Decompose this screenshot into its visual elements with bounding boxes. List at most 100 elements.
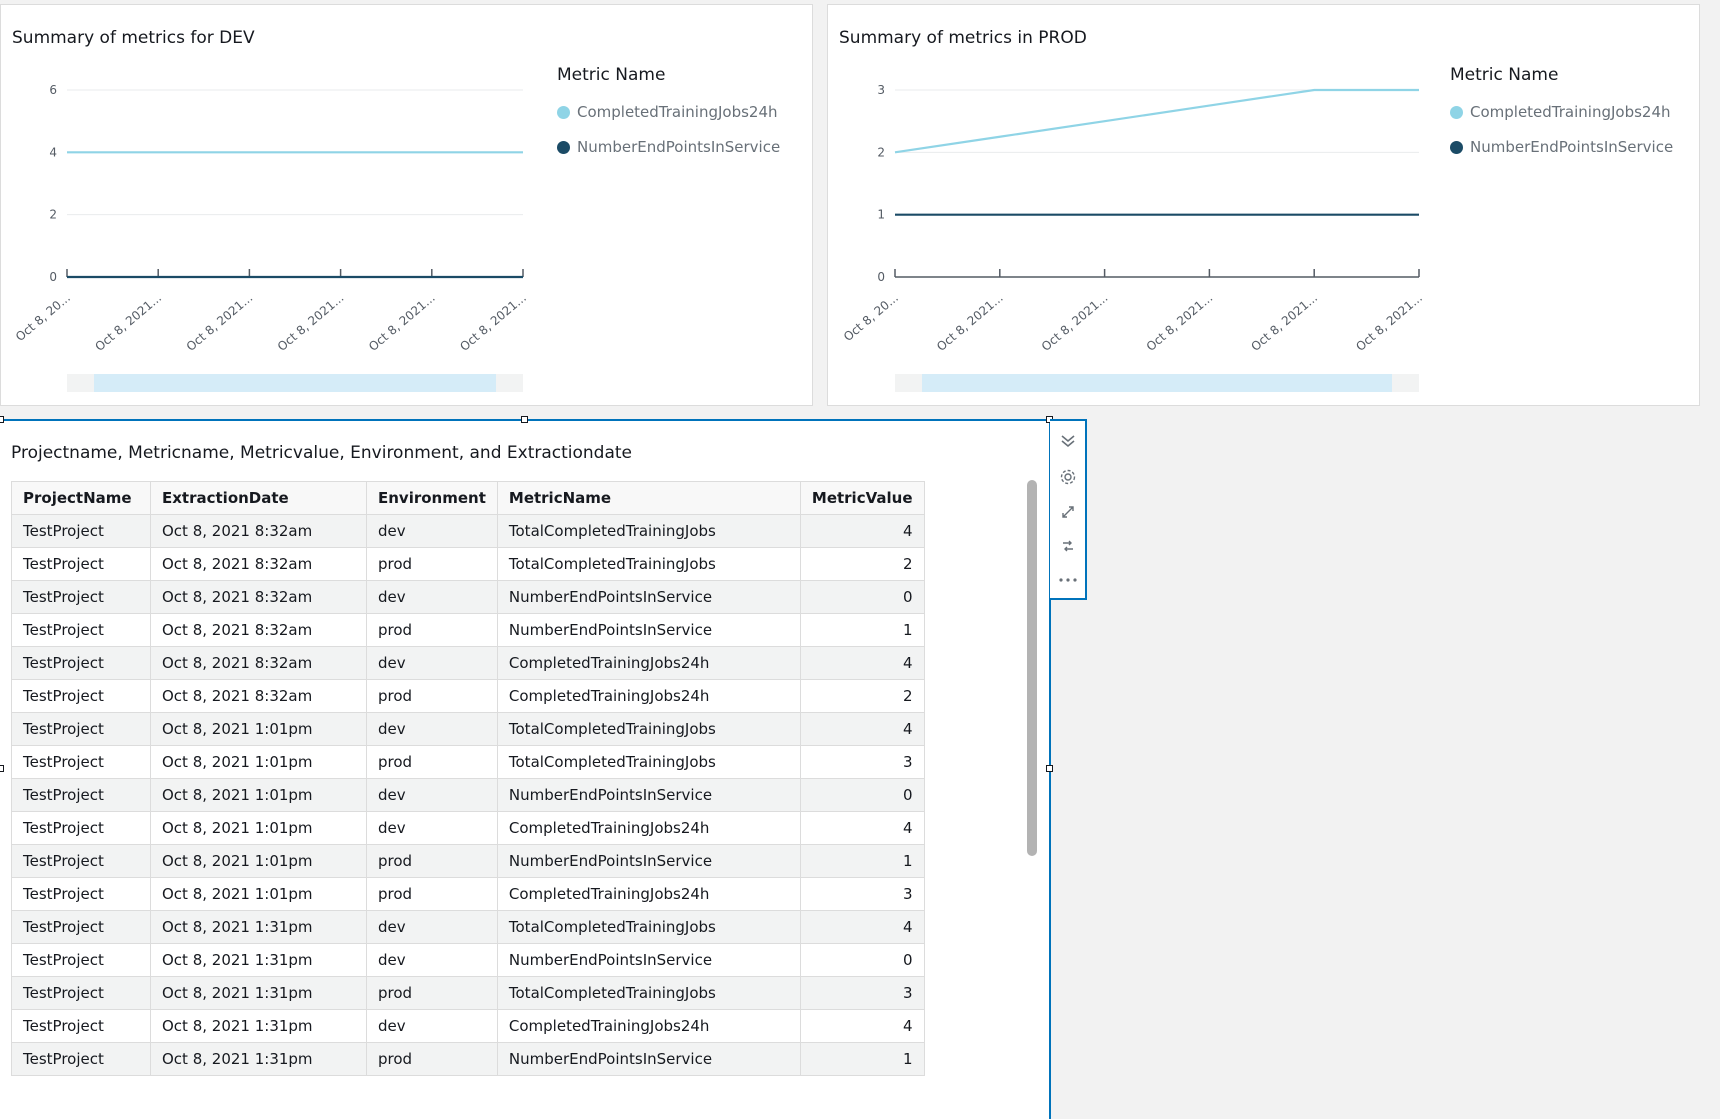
dev-legend-item-completed[interactable]: CompletedTrainingJobs24h [557, 103, 780, 138]
prod-legend-item-completed[interactable]: CompletedTrainingJobs24h [1450, 103, 1673, 138]
table-row[interactable]: TestProject Oct 8, 2021 1:01pm dev Complete… [11, 811, 925, 845]
range-scrollbar-thumb[interactable] [94, 374, 496, 392]
cell-extractiondate: Oct 8, 2021 1:31pm [150, 910, 367, 944]
table-row[interactable]: TestProject Oct 8, 2021 1:01pm dev NumberEn… [11, 778, 925, 812]
y-tick-label: 0 [877, 270, 885, 284]
cell-projectname: TestProject [11, 910, 151, 944]
table-row[interactable]: TestProject Oct 8, 2021 1:31pm dev TotalCom… [11, 910, 925, 944]
legend-dot-icon [557, 106, 570, 119]
prod-legend-label-completed: CompletedTrainingJobs24h [1470, 103, 1671, 121]
table-row[interactable]: TestProject Oct 8, 2021 1:01pm prod TotalCo… [11, 745, 925, 779]
cell-metricvalue: 0 [799, 778, 925, 812]
legend-dot-icon [557, 141, 570, 154]
table-row[interactable]: TestProject Oct 8, 2021 1:31pm dev Complete… [11, 1009, 925, 1043]
chevron-double-down-icon[interactable] [1050, 426, 1085, 456]
cell-projectname: TestProject [11, 580, 151, 614]
resize-handle-right-middle[interactable] [1046, 765, 1053, 772]
cell-extractiondate: Oct 8, 2021 8:32am [150, 679, 367, 713]
dev-line-chart: 0 2 4 6 Oct 8, 20... Oct 8, 2021... Oct 8, 202… [13, 83, 529, 392]
cell-environment: prod [366, 745, 498, 779]
dev-chart-panel: Summary of metrics for DEV 0 2 4 6 Oct 8, 20… [0, 4, 813, 406]
legend-dot-icon [1450, 106, 1463, 119]
cell-extractiondate: Oct 8, 2021 1:01pm [150, 877, 367, 911]
y-tick-label: 4 [49, 145, 57, 159]
table-row[interactable]: TestProject Oct 8, 2021 8:32am prod NumberE… [11, 613, 925, 647]
y-tick-label: 1 [877, 208, 885, 222]
x-tick-label: Oct 8, 2021... [92, 291, 164, 354]
cell-projectname: TestProject [11, 679, 151, 713]
cell-metricvalue: 1 [799, 613, 925, 647]
cell-metricvalue: 4 [799, 1009, 925, 1043]
column-header-metricvalue[interactable]: MetricValue [799, 481, 925, 515]
cell-environment: prod [366, 679, 498, 713]
table-row[interactable]: TestProject Oct 8, 2021 1:01pm dev TotalCom… [11, 712, 925, 746]
table-vertical-scrollbar[interactable] [1027, 480, 1037, 856]
cell-extractiondate: Oct 8, 2021 8:32am [150, 547, 367, 581]
legend-dot-icon [1450, 141, 1463, 154]
resize-handle-left-middle[interactable] [0, 765, 4, 772]
cell-environment: dev [366, 580, 498, 614]
swap-icon[interactable] [1050, 531, 1085, 561]
table-row[interactable]: TestProject Oct 8, 2021 1:31pm prod NumberE… [11, 1042, 925, 1076]
gear-icon[interactable] [1050, 462, 1085, 492]
column-header-environment[interactable]: Environment [366, 481, 498, 515]
cell-metricname: CompletedTrainingJobs24h [496, 877, 801, 911]
more-icon[interactable] [1050, 565, 1085, 595]
cell-projectname: TestProject [11, 613, 151, 647]
table-row[interactable]: TestProject Oct 8, 2021 8:32am dev Complete… [11, 646, 925, 680]
cell-extractiondate: Oct 8, 2021 1:31pm [150, 976, 367, 1010]
cell-metricvalue: 4 [799, 646, 925, 680]
table-row[interactable]: TestProject Oct 8, 2021 1:31pm prod TotalCo… [11, 976, 925, 1010]
cell-environment: dev [366, 514, 498, 548]
cell-extractiondate: Oct 8, 2021 1:01pm [150, 811, 367, 845]
table-row[interactable]: TestProject Oct 8, 2021 1:01pm prod NumberE… [11, 844, 925, 878]
cell-metricname: NumberEndPointsInService [496, 844, 801, 878]
cell-extractiondate: Oct 8, 2021 1:31pm [150, 943, 367, 977]
prod-legend-item-endpoints[interactable]: NumberEndPointsInService [1450, 138, 1673, 173]
dev-legend-item-endpoints[interactable]: NumberEndPointsInService [557, 138, 780, 173]
cell-projectname: TestProject [11, 778, 151, 812]
table-row[interactable]: TestProject Oct 8, 2021 8:32am dev NumberEn… [11, 580, 925, 614]
series-line-CompletedTrainingJobs24h[interactable] [894, 88, 1419, 154]
cell-projectname: TestProject [11, 712, 151, 746]
cell-metricname: TotalCompletedTrainingJobs [496, 976, 801, 1010]
cell-metricvalue: 4 [799, 811, 925, 845]
table-header-row: ProjectName ExtractionDate Environment M… [11, 481, 925, 515]
table-panel[interactable]: Projectname, Metricname, Metricvalue, En… [0, 419, 1051, 1119]
table-row[interactable]: TestProject Oct 8, 2021 8:32am dev TotalCom… [11, 514, 925, 548]
dev-legend: Metric Name CompletedTrainingJobs24h Num… [557, 65, 780, 173]
column-header-extractiondate[interactable]: ExtractionDate [150, 481, 367, 515]
table-row[interactable]: TestProject Oct 8, 2021 1:31pm dev NumberEn… [11, 943, 925, 977]
cell-projectname: TestProject [11, 547, 151, 581]
range-scrollbar-thumb[interactable] [922, 374, 1392, 392]
table-row[interactable]: TestProject Oct 8, 2021 8:32am prod Complet… [11, 679, 925, 713]
cell-metricname: NumberEndPointsInService [496, 613, 801, 647]
x-tick-label: Oct 8, 2021... [1039, 291, 1111, 354]
cell-environment: dev [366, 778, 498, 812]
cell-metricname: TotalCompletedTrainingJobs [496, 547, 801, 581]
cell-projectname: TestProject [11, 976, 151, 1010]
resize-handle-top-middle[interactable] [521, 416, 528, 423]
table-row[interactable]: TestProject Oct 8, 2021 1:01pm prod Complet… [11, 877, 925, 911]
cell-metricvalue: 3 [799, 976, 925, 1010]
prod-chart-title: Summary of metrics in PROD [839, 28, 1087, 48]
cell-extractiondate: Oct 8, 2021 1:01pm [150, 712, 367, 746]
cell-extractiondate: Oct 8, 2021 1:01pm [150, 844, 367, 878]
x-tick-label: Oct 8, 2021... [1248, 291, 1320, 354]
column-header-projectname[interactable]: ProjectName [11, 481, 151, 515]
table-row[interactable]: TestProject Oct 8, 2021 8:32am prod TotalCo… [11, 547, 925, 581]
cell-metricname: CompletedTrainingJobs24h [496, 1009, 801, 1043]
cell-extractiondate: Oct 8, 2021 8:32am [150, 613, 367, 647]
cell-projectname: TestProject [11, 1009, 151, 1043]
x-tick-label: Oct 8, 2021... [457, 291, 529, 354]
cell-metricname: TotalCompletedTrainingJobs [496, 712, 801, 746]
cell-environment: dev [366, 910, 498, 944]
prod-chart-panel: Summary of metrics in PROD 0 1 2 3 Oct 8, 20… [827, 4, 1700, 406]
resize-handle-top-left[interactable] [0, 416, 4, 423]
cell-projectname: TestProject [11, 844, 151, 878]
cell-environment: prod [366, 547, 498, 581]
column-header-metricname[interactable]: MetricName [496, 481, 801, 515]
y-tick-label: 3 [877, 83, 885, 97]
expand-icon[interactable] [1050, 497, 1085, 527]
x-tick-label: Oct 8, 20... [13, 291, 73, 345]
